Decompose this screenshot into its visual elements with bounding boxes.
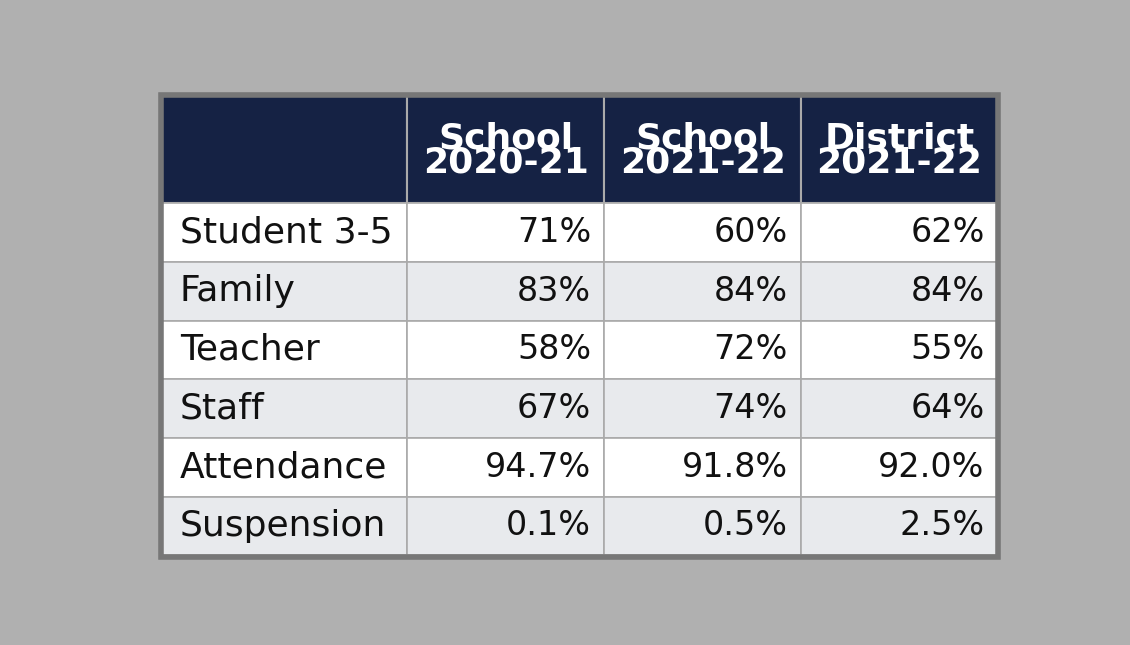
Bar: [801, 379, 998, 438]
Bar: [605, 379, 801, 438]
Bar: [408, 497, 605, 555]
Bar: [160, 321, 408, 379]
Bar: [605, 95, 801, 203]
Bar: [160, 203, 408, 262]
Text: 2021-22: 2021-22: [619, 145, 785, 179]
Text: 91.8%: 91.8%: [681, 451, 788, 484]
Bar: [801, 262, 998, 321]
Bar: [605, 321, 801, 379]
Bar: [408, 438, 605, 497]
Text: 0.5%: 0.5%: [703, 510, 788, 542]
Bar: [801, 438, 998, 497]
Bar: [160, 262, 408, 321]
Bar: [160, 379, 408, 438]
Text: 64%: 64%: [911, 392, 984, 425]
Bar: [408, 95, 605, 203]
Bar: [160, 438, 408, 497]
Text: 58%: 58%: [518, 333, 591, 366]
Text: Family: Family: [180, 274, 296, 308]
Text: School: School: [635, 121, 771, 155]
Text: Suspension: Suspension: [180, 509, 386, 543]
Text: 71%: 71%: [516, 216, 591, 249]
Bar: [605, 438, 801, 497]
Bar: [408, 379, 605, 438]
Text: 2.5%: 2.5%: [899, 510, 984, 542]
Text: 0.1%: 0.1%: [506, 510, 591, 542]
Text: 83%: 83%: [518, 275, 591, 308]
Text: 62%: 62%: [911, 216, 984, 249]
Text: 72%: 72%: [713, 333, 788, 366]
Bar: [160, 497, 408, 555]
Bar: [605, 497, 801, 555]
Text: 55%: 55%: [911, 333, 984, 366]
Bar: [801, 203, 998, 262]
Text: 92.0%: 92.0%: [878, 451, 984, 484]
Text: Student 3-5: Student 3-5: [180, 215, 392, 250]
Text: Attendance: Attendance: [180, 450, 388, 484]
Bar: [605, 203, 801, 262]
Text: 94.7%: 94.7%: [485, 451, 591, 484]
Text: School: School: [438, 121, 573, 155]
Bar: [605, 262, 801, 321]
Text: 2020-21: 2020-21: [423, 145, 589, 179]
Bar: [801, 95, 998, 203]
Text: Teacher: Teacher: [180, 333, 320, 367]
Text: 60%: 60%: [714, 216, 788, 249]
Bar: [801, 497, 998, 555]
Bar: [408, 262, 605, 321]
Text: 74%: 74%: [714, 392, 788, 425]
Text: 2021-22: 2021-22: [816, 145, 982, 179]
Text: 67%: 67%: [516, 392, 591, 425]
Text: District: District: [824, 121, 974, 155]
Text: 84%: 84%: [714, 275, 788, 308]
Bar: [160, 95, 408, 203]
Text: 84%: 84%: [911, 275, 984, 308]
Bar: [408, 321, 605, 379]
Text: Staff: Staff: [180, 392, 264, 426]
Bar: [408, 203, 605, 262]
Bar: [801, 321, 998, 379]
